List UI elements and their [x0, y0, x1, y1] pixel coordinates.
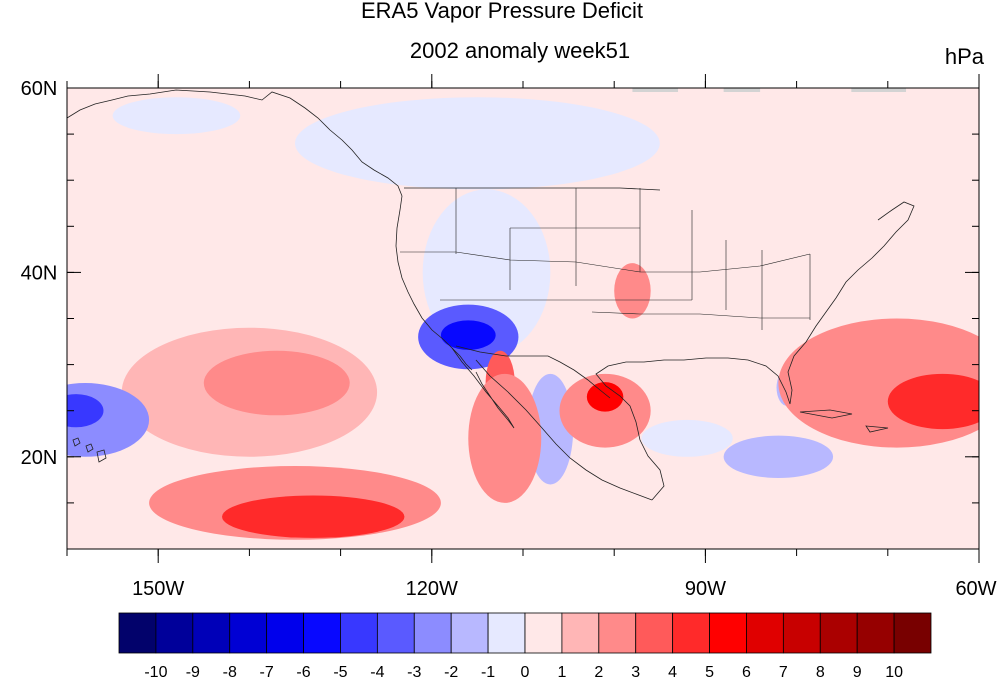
colorbar-label: -6 — [296, 664, 310, 681]
lon-tick-label: 120W — [406, 578, 458, 600]
colorbar-swatch — [155, 612, 194, 654]
gulf-negative-anomaly — [641, 419, 733, 457]
colorbar-swatch — [266, 612, 304, 654]
us-canada-border — [404, 187, 661, 191]
anomaly-field — [67, 88, 979, 549]
missing-data-strip — [723, 88, 761, 92]
colorbar-label: 0 — [521, 664, 530, 681]
colorbar-label: 9 — [853, 664, 862, 681]
axis-ticks: 150W 120W 90W 60W 60N 40N 20N — [21, 74, 997, 600]
colorbar-swatch — [746, 612, 784, 654]
colorbar-swatch — [672, 612, 710, 654]
caribbean-islands — [799, 409, 889, 433]
colorbar-label: -8 — [223, 664, 237, 681]
west-coast-coastline — [395, 195, 473, 371]
colorbar-swatch — [192, 612, 231, 654]
eastern-pacific-positive-core — [222, 495, 405, 538]
colorbar-swatch — [856, 612, 895, 654]
lat-tick-label: 60N — [21, 78, 58, 100]
hawaiian-islands — [72, 437, 107, 463]
colorbar-swatch — [635, 612, 674, 654]
colorbar-label: -9 — [186, 664, 200, 681]
colorbar: -10 -9 -8 -7 -6 -5 -4 -3 -2 -1 0 1 2 3 4 5 6 7 8 9 10 — [118, 612, 932, 681]
colorbar-label: 3 — [631, 664, 640, 681]
colorbar-swatch — [598, 612, 637, 654]
colorbar-swatch — [229, 612, 268, 654]
colorbar-label: 6 — [742, 664, 751, 681]
colorbar-label: 10 — [885, 664, 903, 681]
hawaii-negative-core — [67, 394, 104, 428]
figure-title: ERA5 Vapor Pressure Deficit — [360, 0, 644, 23]
colorbar-label: -4 — [370, 664, 384, 681]
figure-subtitle: 2002 anomaly week51 — [409, 38, 631, 63]
caribbean-negative-anomaly — [723, 435, 834, 479]
missing-data-strip — [851, 88, 907, 92]
colorbar-label: -5 — [333, 664, 347, 681]
baja-peninsula-coastline — [451, 347, 515, 429]
colorbar-label: -2 — [444, 664, 458, 681]
colorbar-label: -3 — [407, 664, 421, 681]
colorbar-label: 4 — [668, 664, 677, 681]
lon-tick-label: 90W — [685, 578, 726, 600]
us-mexico-border — [455, 345, 611, 399]
central-pacific-positive-core — [203, 350, 350, 416]
colorbar-swatch — [340, 612, 378, 654]
alaska-coastline — [67, 89, 403, 197]
mexico-west-coastline — [475, 359, 653, 501]
colorbar-swatch — [413, 612, 452, 654]
colorbar-label: 5 — [705, 664, 714, 681]
colorbar-swatch — [450, 612, 489, 654]
colorbar-label: -1 — [481, 664, 495, 681]
missing-data-strip — [632, 88, 679, 92]
colorbar-label: 7 — [779, 664, 788, 681]
alaska-negative-anomaly — [112, 97, 241, 135]
california-negative-core — [440, 320, 496, 350]
colorbar-swatch — [561, 612, 600, 654]
colorbar-swatch — [709, 612, 747, 654]
colorbar-swatch — [819, 612, 858, 654]
west-mexico-positive-anomaly — [468, 373, 542, 503]
gulf-coastline — [595, 201, 915, 501]
colorbar-swatch — [487, 612, 526, 654]
colorbar-swatch — [893, 612, 932, 654]
colorbar-label: 8 — [816, 664, 825, 681]
lat-tick-label: 20N — [21, 447, 58, 469]
colorbar-label: -10 — [144, 664, 167, 681]
units-label: hPa — [944, 44, 984, 69]
lon-tick-label: 60W — [955, 578, 996, 600]
colorbar-swatch — [782, 612, 821, 654]
canada-negative-anomaly — [295, 97, 660, 190]
northern-mexico-positive-core — [586, 382, 624, 412]
colorbar-swatch — [118, 612, 157, 654]
colorbar-swatch — [524, 612, 563, 654]
colorbar-label: 2 — [594, 664, 603, 681]
central-us-positive-anomaly — [614, 263, 651, 319]
colorbar-swatch — [376, 612, 415, 654]
colorbar-label: -7 — [260, 664, 274, 681]
atlantic-positive-core — [887, 373, 979, 430]
colorbar-swatch — [303, 612, 341, 654]
coastlines-and-borders — [67, 89, 915, 501]
colorbar-label: 1 — [557, 664, 566, 681]
lat-tick-label: 40N — [21, 262, 58, 284]
lon-tick-label: 150W — [132, 578, 184, 600]
us-state-borders — [400, 188, 811, 330]
